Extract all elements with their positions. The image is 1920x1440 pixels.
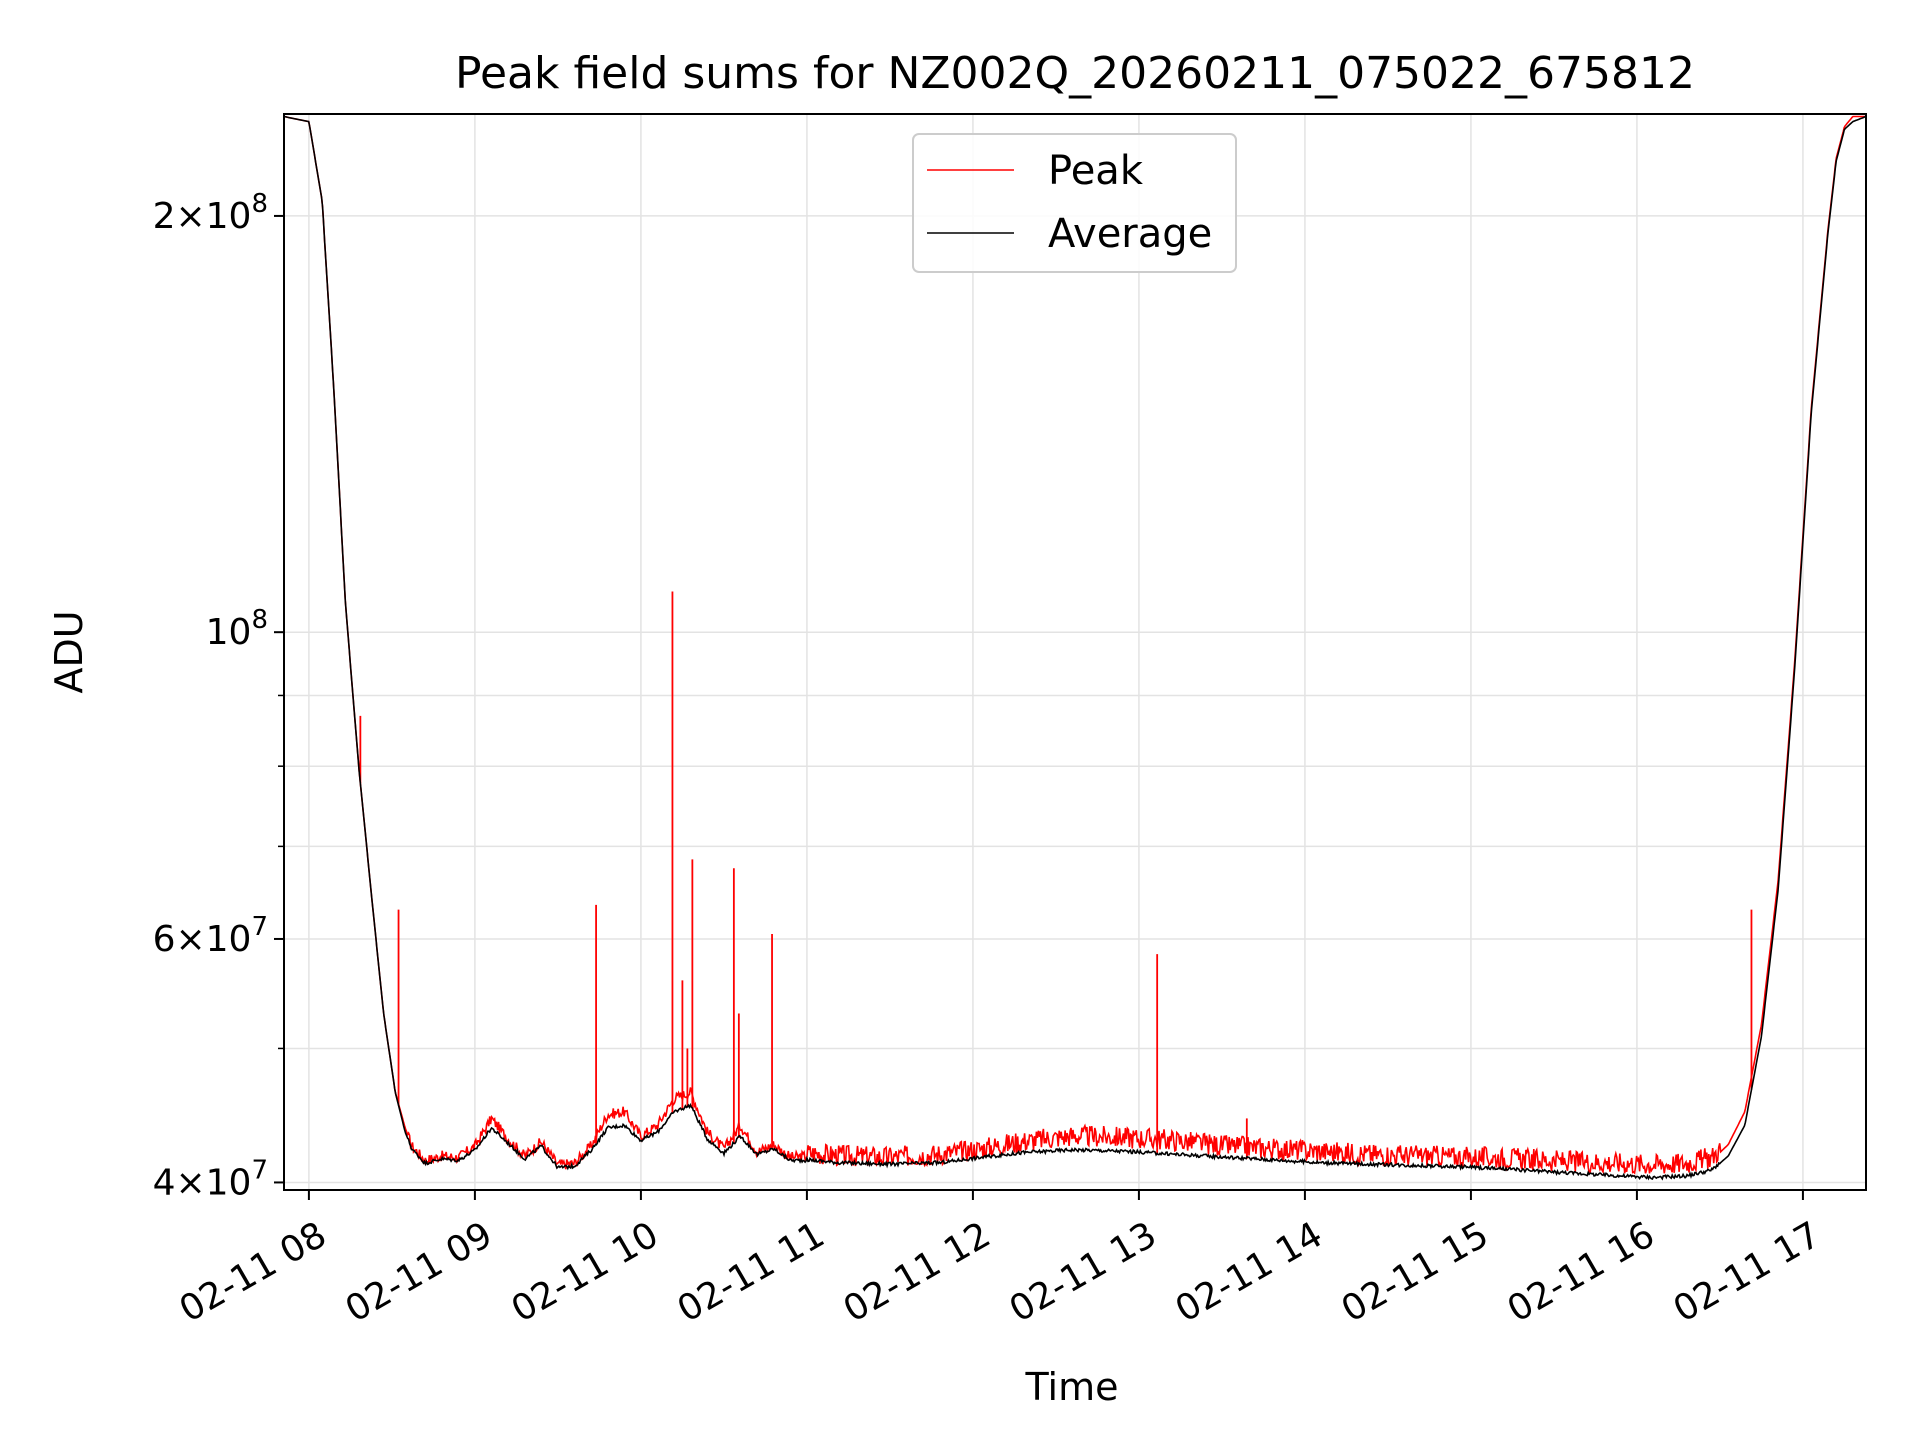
x-axis-label: Time — [1025, 1365, 1119, 1409]
legend-average-label: Average — [1048, 211, 1212, 257]
y-axis-label: ADU — [47, 610, 91, 693]
legend: Peak Average — [912, 133, 1237, 273]
legend-box — [912, 133, 1237, 273]
legend-peak-label: Peak — [1048, 148, 1144, 194]
peak-spike-marks — [359, 591, 1753, 1159]
y-tick-label-0: 4×107 — [153, 1155, 268, 1203]
series-line-peak — [283, 115, 1866, 1175]
series-layer — [283, 115, 1867, 1181]
chart-title: Peak field sums for NZ002Q_20260211_0750… — [455, 48, 1695, 99]
series-line-average — [283, 115, 1867, 1181]
y-tick-label-1: 6×107 — [153, 912, 268, 960]
y-tick-label-2: 108 — [206, 605, 268, 653]
y-axis-ticks: 4×107 6×107 108 2×108 — [153, 189, 284, 1203]
y-tick-label-3: 2×108 — [153, 189, 268, 237]
plot-frame — [283, 113, 1867, 1191]
